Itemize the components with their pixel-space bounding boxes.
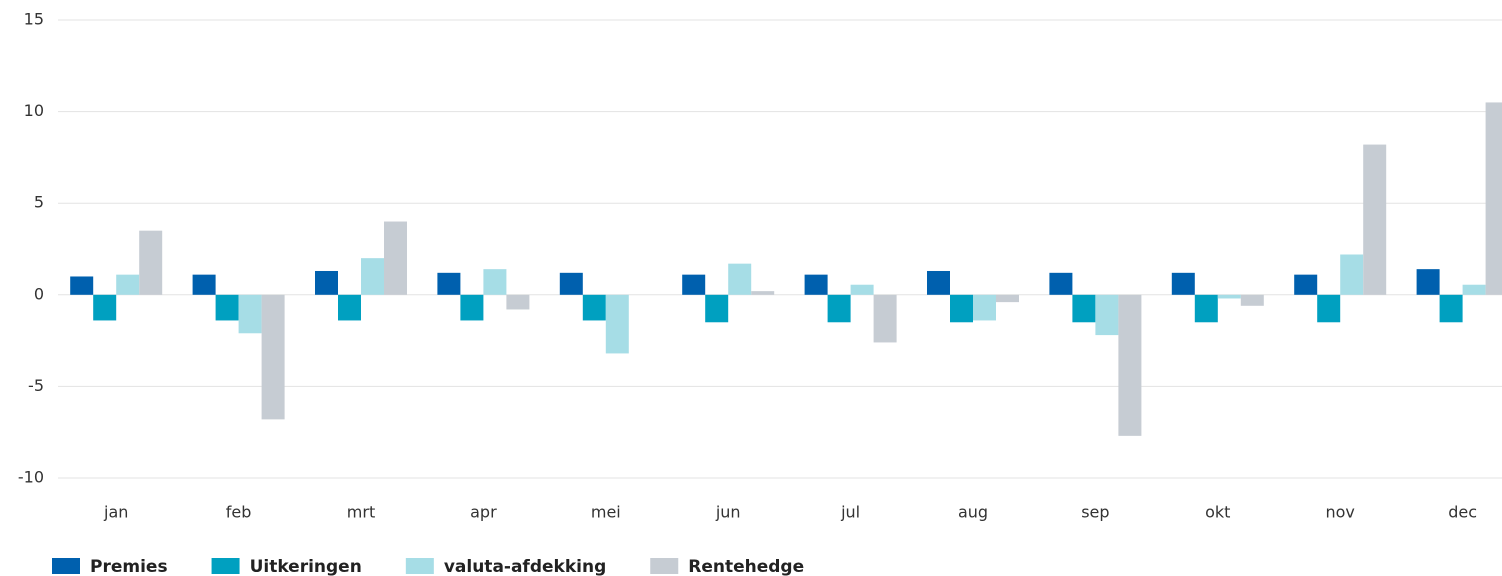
bar: [1416, 269, 1440, 295]
y-tick-label: -10: [18, 468, 44, 487]
legend-label: Rentehedge: [688, 557, 804, 576]
bar: [1240, 294, 1264, 306]
legend-swatch: [405, 558, 434, 574]
bar: [1317, 294, 1341, 323]
bar: [973, 294, 996, 321]
legend-label: valuta-afdekking: [444, 557, 606, 576]
bar: [827, 294, 851, 323]
bar: [437, 272, 461, 295]
bar: [751, 291, 775, 295]
x-tick-label: jun: [715, 503, 741, 522]
bar: [1072, 294, 1096, 323]
bar: [728, 263, 752, 295]
legend-swatch: [650, 558, 679, 574]
bar: [1439, 294, 1463, 323]
bar: [850, 284, 874, 295]
y-tick-label: -5: [28, 376, 44, 395]
bar: [70, 276, 94, 295]
bar: [1049, 272, 1073, 295]
x-tick-label: nov: [1325, 503, 1354, 522]
bar: [261, 294, 285, 420]
x-tick-label: apr: [470, 503, 497, 522]
bar: [873, 294, 897, 343]
bar: [1462, 284, 1486, 295]
x-tick-label: mei: [591, 503, 621, 522]
y-tick-label: 10: [24, 101, 44, 120]
y-tick-label: 5: [34, 193, 44, 212]
bar: [705, 294, 729, 323]
bar: [116, 274, 140, 295]
x-tick-label: jan: [103, 503, 128, 522]
bar: [192, 274, 216, 295]
bar: [1340, 254, 1364, 295]
bar: [1095, 294, 1119, 336]
bar: [506, 294, 530, 310]
bar: [1217, 294, 1241, 299]
bar: [605, 294, 629, 354]
legend-label: Premies: [90, 557, 168, 576]
legend-swatch: [211, 558, 240, 574]
x-tick-label: feb: [226, 503, 252, 522]
x-tick-label: dec: [1448, 503, 1477, 522]
legend-label: Uitkeringen: [250, 557, 362, 576]
bar: [483, 269, 507, 295]
x-tick-label: aug: [958, 503, 988, 522]
bar: [682, 274, 706, 295]
bar: [460, 294, 484, 321]
bar: [338, 294, 361, 321]
bar: [559, 272, 583, 295]
bar: [950, 294, 973, 323]
bar: [384, 221, 407, 295]
bar: [1363, 144, 1387, 295]
bar: [996, 294, 1019, 303]
bar: [1194, 294, 1218, 323]
bar: [1485, 102, 1502, 295]
legend-swatch: [52, 558, 80, 574]
x-tick-label: okt: [1205, 503, 1230, 522]
x-tick-label: sep: [1081, 503, 1109, 522]
y-tick-label: 15: [24, 10, 44, 29]
bar: [93, 294, 117, 321]
bar: [361, 258, 384, 295]
bar: [238, 294, 262, 334]
bar: [582, 294, 606, 321]
bar: [1118, 294, 1142, 436]
bar: [315, 270, 338, 295]
y-tick-label: 0: [34, 284, 44, 303]
bar: [215, 294, 239, 321]
bar: [804, 274, 828, 295]
x-tick-label: jul: [840, 503, 860, 522]
bar: [139, 230, 163, 295]
bar: [1294, 274, 1318, 295]
x-tick-label: mrt: [347, 503, 375, 522]
bar: [1171, 272, 1195, 295]
bar: [927, 270, 950, 295]
